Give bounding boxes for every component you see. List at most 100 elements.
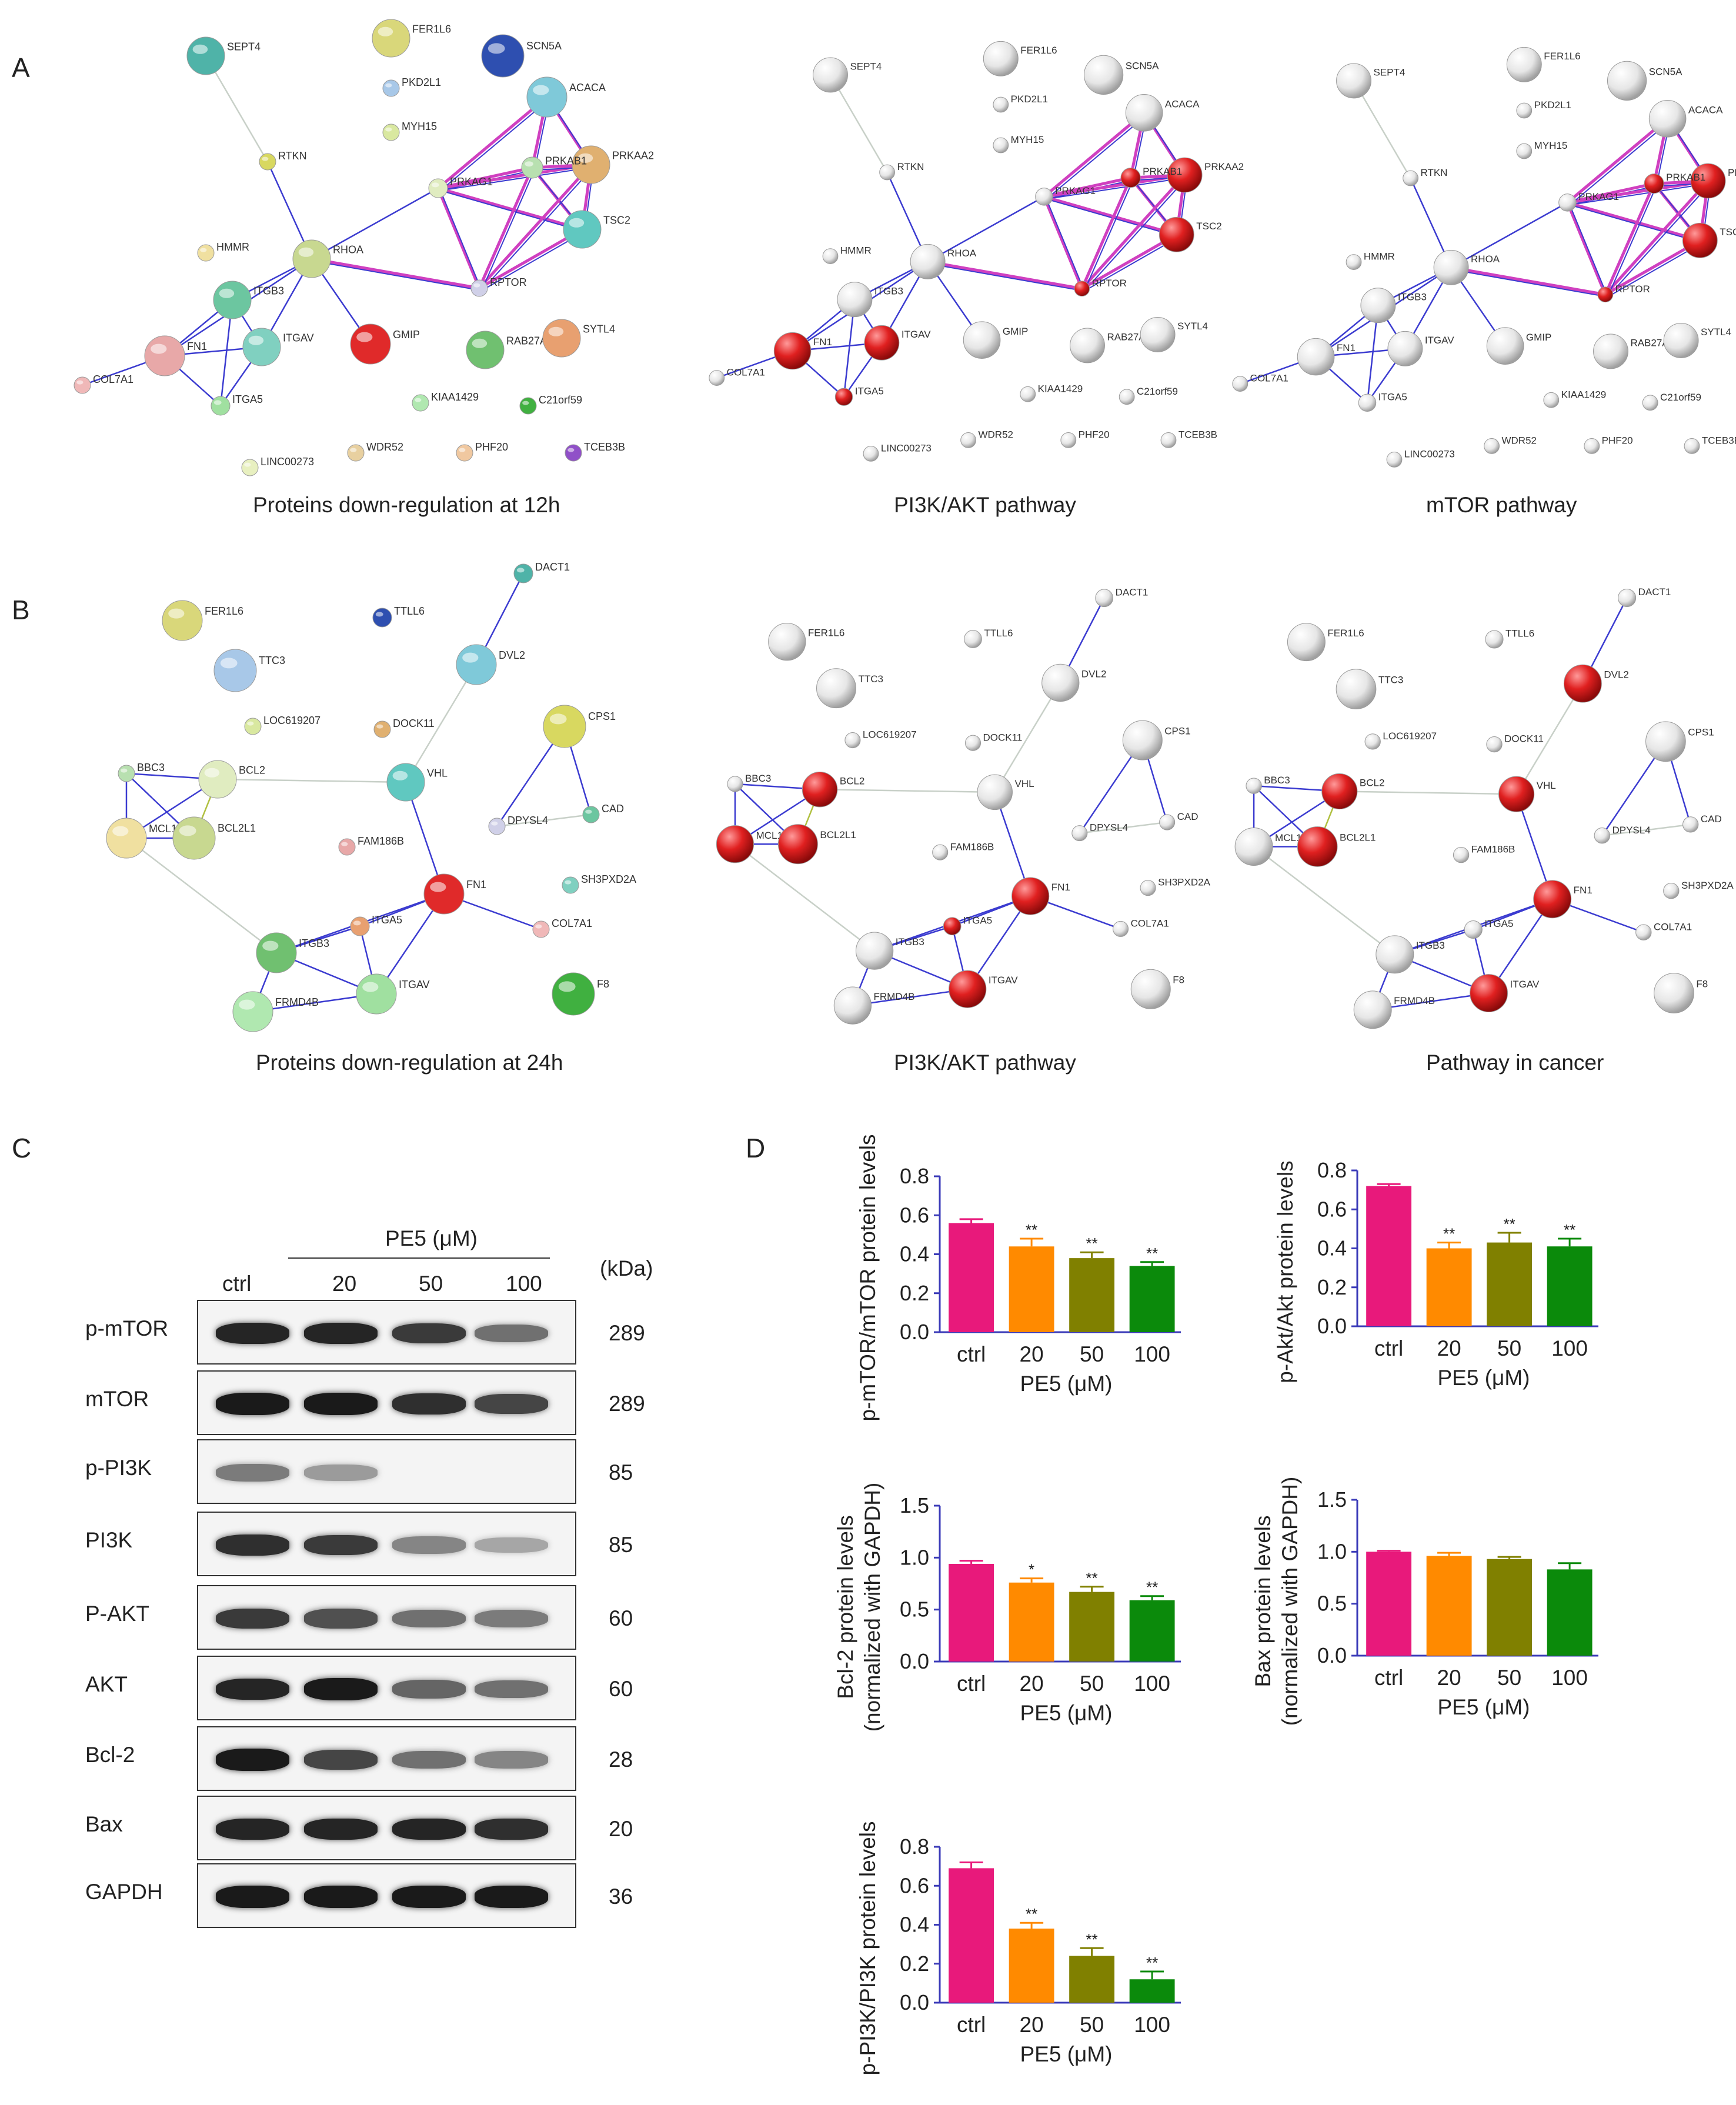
network-node-label: SCN5A [526, 40, 562, 52]
network-node: SCN5A [1607, 61, 1682, 101]
network-edge [1253, 846, 1396, 955]
blot-band [392, 1818, 466, 1840]
blot-label: p-PI3K [85, 1456, 152, 1480]
network-edge [1602, 823, 1691, 836]
network-node-label: KIAA1429 [1038, 383, 1083, 394]
blot-band [216, 1393, 289, 1415]
network-node-label: BCL2L1 [820, 829, 856, 840]
network-node-circle [1498, 776, 1535, 812]
network-node-label: TTLL6 [984, 628, 1013, 639]
network-node-circle [350, 323, 391, 365]
network-node-circle [186, 36, 225, 75]
network-node: ITGB3 [256, 932, 329, 973]
network-node-label: FAM186B [1471, 844, 1515, 855]
network-node-circle [1470, 974, 1508, 1013]
blot-band [304, 1534, 378, 1556]
network-a-3: SEPT4 FER1L6 SCN5A PKD2L1 ACACA MYH15 PRKAA2 RT… [1232, 46, 1736, 468]
network-node-circle [1682, 222, 1718, 258]
network-node: BCL2 [1321, 773, 1385, 810]
caption-a-1: Proteins down-regulation at 12h [253, 493, 560, 517]
bar-20 [1009, 1929, 1054, 2003]
network-node-label: BCL2 [1360, 777, 1385, 788]
network-edge [311, 187, 439, 260]
network-node-label: FAM186B [358, 835, 404, 847]
network-node: FAM186B [932, 841, 994, 860]
network-node-circle [834, 388, 853, 406]
network-node: RAB27A [466, 331, 547, 369]
network-edge [1339, 790, 1517, 795]
network-node-label: F8 [1696, 978, 1708, 989]
network-node-circle [456, 644, 497, 685]
network-node-label: DOCK11 [1504, 733, 1544, 745]
significance-label: ** [1146, 1579, 1158, 1596]
network-node: CPS1 [543, 705, 616, 748]
y-tick-label: 0.6 [1317, 1197, 1347, 1221]
network-node: FER1L6 [1506, 46, 1581, 82]
network-node: TTLL6 [1485, 628, 1534, 649]
network-node-circle [412, 394, 429, 412]
network-node: LINC00273 [241, 456, 314, 476]
network-node-circle [1594, 828, 1610, 844]
network-node-label: PKD2L1 [402, 76, 441, 88]
network-node-label: ITGB3 [896, 936, 924, 948]
network-node-circle [727, 776, 743, 792]
node-highlight [341, 842, 348, 846]
bar-20 [1426, 1248, 1472, 1326]
network-node-circle [373, 720, 391, 738]
network-node-label: VHL [427, 767, 448, 779]
network-node-label: CPS1 [1164, 726, 1190, 737]
y-tick-label: 0.2 [1317, 1275, 1347, 1299]
blot-row-p-mtor [197, 1300, 576, 1365]
network-node-circle [1387, 331, 1423, 366]
node-highlight [549, 713, 567, 725]
network-node-circle [1119, 389, 1135, 405]
network-node: ITGAV [864, 325, 931, 361]
network-node-label: TCEB3B [1702, 435, 1736, 446]
bar-ctrl [1366, 1186, 1412, 1326]
network-node: TSC2 [1159, 216, 1222, 252]
network-node-circle [423, 873, 465, 915]
network-node-label: CPS1 [1688, 727, 1714, 738]
blot-band [392, 1609, 466, 1628]
network-node: SEPT4 [1336, 63, 1405, 99]
network-node: DVL2 [1041, 663, 1106, 702]
network-node-circle [964, 735, 981, 751]
network-node-label: COL7A1 [1250, 373, 1288, 384]
x-tick-label: 20 [1437, 1666, 1461, 1690]
network-node-label: ITGAV [989, 975, 1018, 986]
network-node: SCN5A [481, 34, 562, 78]
node-highlight [192, 44, 208, 54]
blot-band [304, 1750, 378, 1770]
network-node: COL7A1 [1232, 373, 1288, 392]
network-node-label: TTC3 [259, 655, 285, 666]
network-node: RTKN [1403, 167, 1447, 186]
network-node-label: ACACA [569, 82, 606, 94]
network-node-circle [292, 239, 331, 278]
network-node-label: F8 [1173, 975, 1184, 986]
network-node-circle [1506, 46, 1542, 82]
blot-label: P-AKT [85, 1602, 149, 1626]
network-node-circle [963, 321, 1001, 359]
network-node: BBC3 [118, 762, 165, 782]
network-node-label: ITGAV [1425, 335, 1454, 346]
bar-charts: 0.0 0.2 0.4 0.6 0.8 ctrl ** 20 ** 50 ** 100 PE5 (μM)… [833, 1135, 1598, 2075]
network-edge [1567, 201, 1701, 242]
network-edge [1604, 183, 1655, 295]
network-node-circle [211, 396, 231, 416]
node-highlight [262, 156, 269, 161]
node-highlight [376, 724, 383, 729]
bar-ctrl [949, 1868, 994, 2003]
y-tick-label: 0.8 [900, 1164, 929, 1188]
network-node: RAB27A [1593, 333, 1669, 369]
panel-letter-c: C [12, 1133, 32, 1163]
network-node: PRKAB1 [1644, 172, 1705, 194]
network-node-circle [1234, 828, 1273, 866]
network-node-circle [910, 243, 946, 279]
bar-20 [1426, 1556, 1472, 1656]
network-node: FAM186B [1453, 844, 1515, 863]
network-node-circle [1654, 973, 1694, 1013]
network-node-circle [1516, 102, 1533, 119]
network-node-circle [1682, 816, 1699, 833]
network-node-circle [519, 397, 537, 415]
network-node: ITGAV [1387, 331, 1454, 366]
